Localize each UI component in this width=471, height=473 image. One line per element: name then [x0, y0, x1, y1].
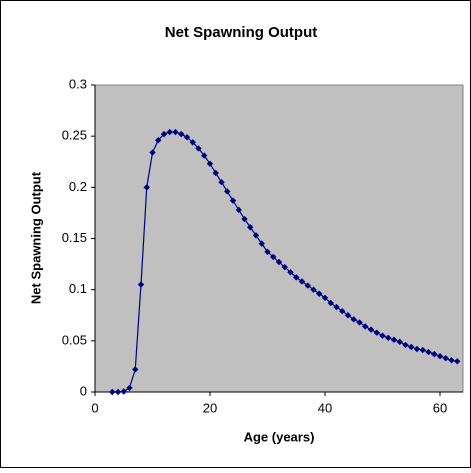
y-tick-label: 0.05: [62, 332, 87, 347]
chart-title: Net Spawning Output: [165, 24, 317, 41]
marker: [385, 334, 392, 341]
marker: [275, 258, 283, 266]
marker: [339, 307, 346, 315]
marker: [402, 341, 409, 349]
marker: [310, 286, 317, 293]
y-tick-label: 0.15: [62, 230, 87, 245]
marker: [201, 152, 208, 159]
marker: [448, 357, 455, 364]
marker: [350, 316, 357, 323]
y-axis-title: Net Spawning Output: [28, 171, 43, 304]
x-tick-label: 60: [433, 400, 447, 415]
y-tick-label: 0: [80, 383, 87, 398]
marker: [436, 352, 444, 360]
marker: [120, 388, 127, 395]
marker: [413, 345, 421, 353]
y-tick-label: 0.2: [69, 179, 87, 194]
marker: [304, 282, 311, 289]
marker: [367, 326, 375, 333]
marker: [206, 160, 214, 167]
marker: [132, 366, 139, 373]
marker: [390, 336, 398, 344]
marker: [454, 358, 461, 365]
marker: [379, 332, 386, 339]
marker: [442, 355, 449, 362]
marker: [166, 128, 173, 136]
marker: [155, 137, 162, 144]
x-tick-label: 40: [318, 400, 332, 415]
marker: [178, 130, 185, 138]
marker: [109, 388, 116, 396]
marker: [218, 179, 225, 186]
marker: [212, 169, 219, 177]
marker: [344, 312, 352, 319]
marker: [316, 290, 323, 297]
marker: [264, 248, 271, 256]
marker: [281, 263, 288, 271]
marker: [189, 139, 196, 146]
x-axis-title: Age (years): [244, 429, 315, 444]
marker: [419, 346, 426, 354]
marker: [149, 149, 156, 156]
marker: [425, 348, 432, 356]
marker: [333, 303, 340, 311]
marker: [373, 329, 380, 336]
marker: [126, 384, 133, 392]
x-tick-label: 20: [203, 400, 217, 415]
marker: [362, 323, 369, 330]
marker: [114, 388, 122, 396]
marker: [396, 338, 403, 346]
marker: [298, 278, 306, 285]
marker: [224, 188, 231, 195]
marker: [183, 133, 191, 141]
marker: [229, 197, 237, 204]
y-tick-label: 0.3: [69, 76, 87, 91]
marker: [321, 294, 329, 302]
x-tick-label: 0: [91, 400, 98, 415]
y-tick-label: 0.1: [69, 281, 87, 296]
marker: [327, 299, 334, 307]
marker: [160, 130, 168, 138]
marker: [195, 145, 202, 152]
marker: [431, 350, 438, 358]
marker: [137, 281, 145, 288]
marker: [293, 274, 300, 281]
marker: [235, 206, 242, 214]
marker: [143, 184, 150, 191]
marker: [356, 319, 363, 326]
marker: [247, 224, 254, 231]
marker: [287, 269, 294, 276]
marker: [252, 232, 260, 239]
marker: [258, 240, 265, 247]
marker: [172, 128, 179, 136]
marker: [270, 253, 277, 261]
marker: [408, 343, 415, 351]
marker: [241, 215, 248, 223]
y-tick-label: 0.25: [62, 128, 87, 143]
